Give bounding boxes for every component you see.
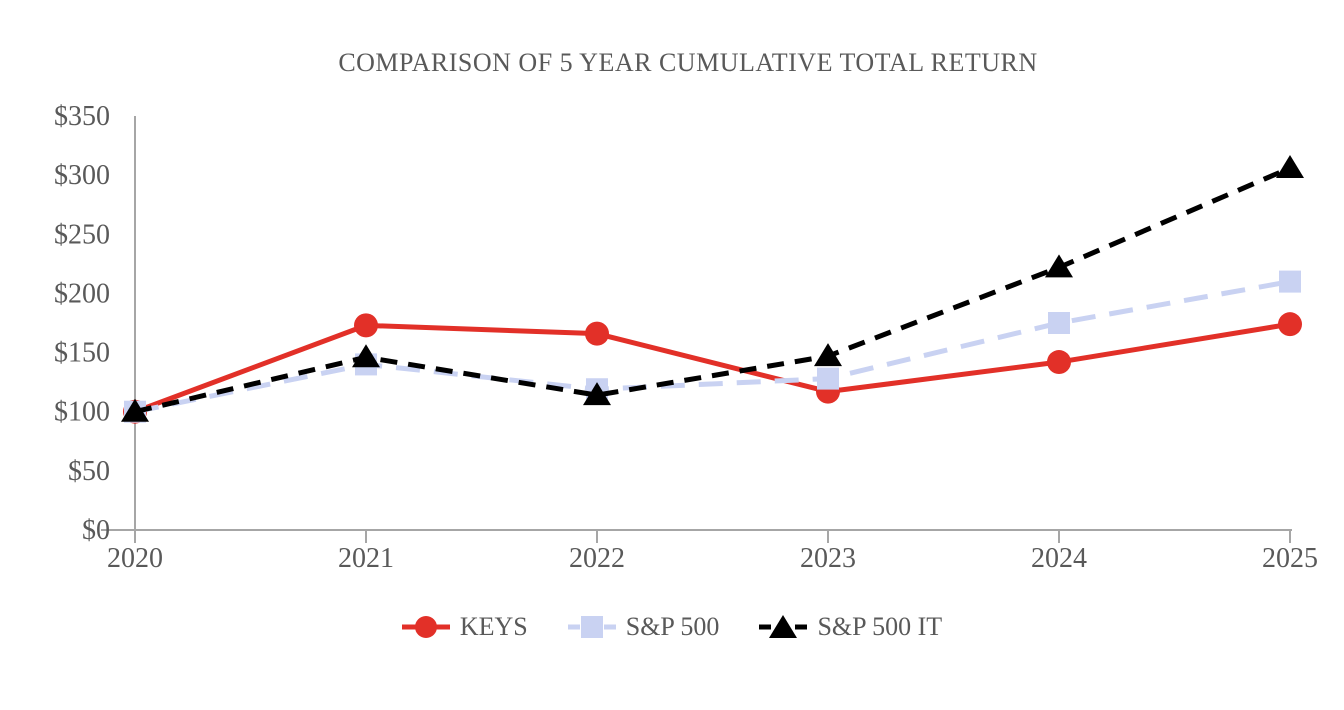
legend-label-sp500: S&P 500 (625, 612, 720, 641)
legend-item-keys: KEYS (401, 612, 528, 642)
data-point-marker (814, 343, 842, 367)
axes (101, 116, 1292, 543)
sp500it-triangle-legend-icon (759, 613, 808, 641)
chart-title: COMPARISON OF 5 YEAR CUMULATIVE TOTAL RE… (338, 48, 1038, 77)
x-tick-label: 2020 (107, 543, 163, 574)
chart-legend: KEYS S&P 500 S&P 500 IT (0, 612, 1344, 642)
legend-item-sp500: S&P 500 (567, 612, 720, 642)
y-tick-label: $300 (54, 160, 110, 191)
y-tick-label: $350 (54, 101, 110, 132)
data-point-marker (1278, 312, 1302, 337)
x-tick-label: 2025 (1262, 543, 1318, 574)
series-s-p-500 (124, 270, 1301, 423)
data-point-marker (583, 382, 611, 406)
legend-item-sp500it: S&P 500 IT (759, 612, 942, 642)
y-tick-label: $200 (54, 278, 110, 309)
x-axis-labels: 2020 2021 2022 2023 2024 2025 (107, 543, 1318, 574)
series-s-p-500-it (121, 155, 1304, 422)
legend-label-sp500it: S&P 500 IT (817, 612, 943, 641)
data-point-marker (354, 313, 378, 338)
data-point-marker (1047, 350, 1071, 375)
data-point-marker (1276, 155, 1304, 179)
x-tick-label: 2021 (338, 543, 394, 574)
y-tick-label: $50 (68, 456, 110, 487)
y-tick-label: $100 (54, 397, 110, 428)
data-point-marker (817, 367, 839, 390)
data-point-marker (1279, 270, 1301, 293)
data-point-marker (1045, 254, 1073, 278)
y-tick-label: $0 (82, 515, 110, 546)
y-axis-labels: $0 $50 $100 $150 $200 $250 $300 $350 (54, 101, 110, 546)
legend-label-keys: KEYS (459, 612, 528, 641)
y-tick-label: $150 (54, 338, 110, 369)
y-tick-label: $250 (54, 219, 110, 250)
data-point-marker (1048, 312, 1070, 334)
data-point-marker (352, 344, 380, 368)
data-point-marker (585, 321, 609, 346)
keys-circle-legend-icon (401, 613, 450, 641)
x-tick-label: 2023 (800, 543, 856, 574)
data-point-marker (121, 398, 149, 422)
sp500-square-legend-icon (567, 613, 616, 641)
series-keys (123, 312, 1302, 424)
x-tick-label: 2024 (1031, 543, 1087, 574)
x-tick-label: 2022 (569, 543, 625, 574)
